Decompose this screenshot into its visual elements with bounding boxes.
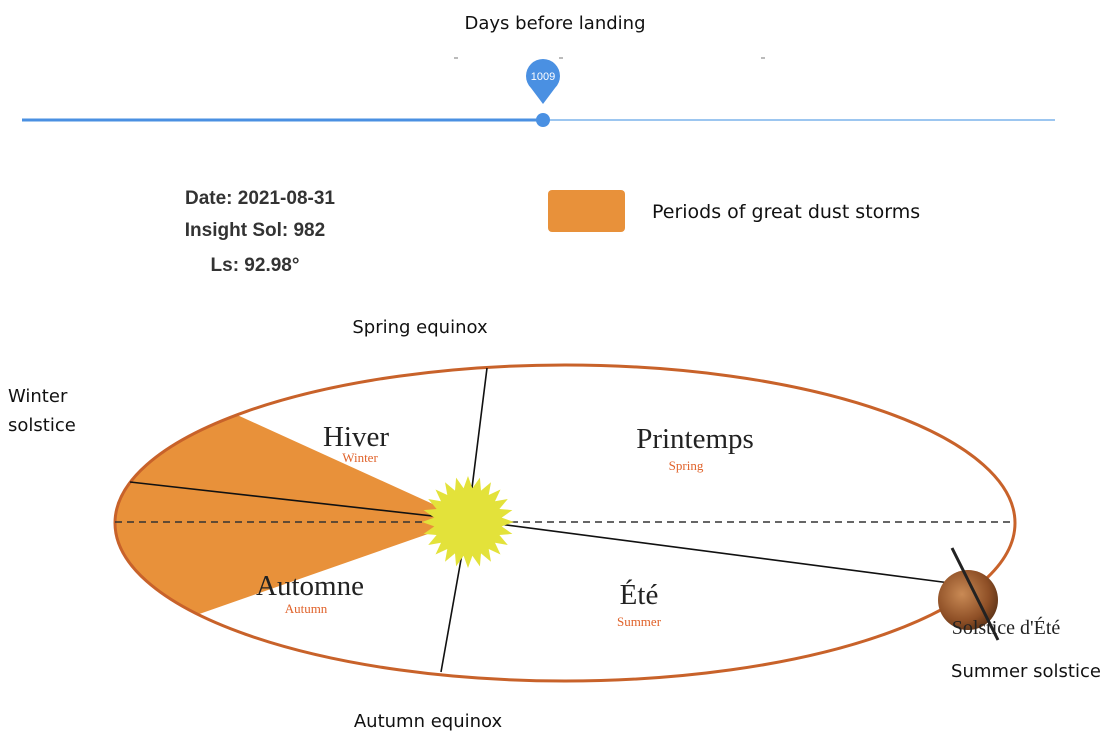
season-en: Spring [669,458,704,473]
sun [422,476,514,568]
season-en: Winter [342,450,378,465]
info-sol: Insight Sol: 982 [185,220,325,241]
info-ls: Ls: 92.98° [211,255,300,276]
canvas: Days before landing 1009 Date: 2021-08-3… [0,0,1112,731]
winter-solstice-label: Winter solstice [8,382,88,440]
autumn-equinox-label: Autumn equinox [354,711,503,731]
legend-swatch [548,190,625,232]
slider-title: Days before landing [465,13,646,34]
season-en: Summer [617,614,662,629]
season-fr: Printemps [636,423,754,455]
season-fr: Hiver [323,421,389,453]
info-date: Date: 2021-08-31 [185,188,335,209]
slider-marks [454,57,765,59]
season-fr: Automne [256,570,364,602]
spring-equinox-label: Spring equinox [352,317,488,338]
page: Days before landing 1009 Date: 2021-08-3… [0,0,1112,731]
season-en: Autumn [285,601,328,616]
summer-solstice-label: Summer solstice [951,661,1101,682]
slider-value: 1009 [531,71,555,83]
summer-solstice-fr: Solstice d'Été [952,616,1061,639]
legend-label: Periods of great dust storms [652,201,920,223]
dust-storm-wedge [0,308,468,704]
season-fr: Été [620,578,659,611]
slider-thumb[interactable] [536,113,550,127]
